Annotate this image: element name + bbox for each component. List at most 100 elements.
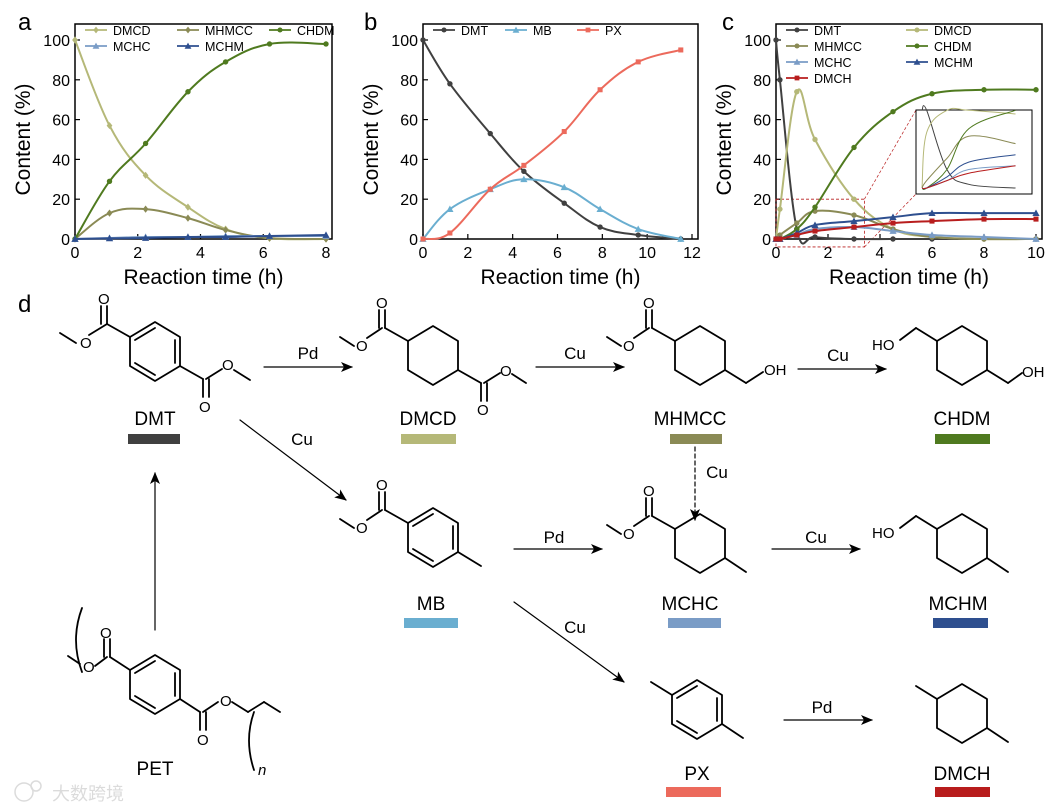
y-tick-label: 80 <box>753 73 771 90</box>
molecule-chdm <box>899 325 1023 386</box>
data-point <box>914 43 920 49</box>
data-point <box>106 209 113 217</box>
atom-oh: OH <box>764 362 787 379</box>
data-point <box>420 236 426 242</box>
legend-label: CHDM <box>297 24 335 38</box>
legend-label: MCHM <box>934 56 973 70</box>
color-bar-mhmcc <box>670 434 722 444</box>
legend-label: DMT <box>461 24 488 38</box>
catalyst-label: Cu <box>564 344 586 363</box>
legend-label: DMT <box>814 24 841 38</box>
data-point <box>890 220 896 226</box>
atom-o: O <box>222 357 234 374</box>
y-tick-label: 100 <box>391 33 418 50</box>
x-tick-label: 4 <box>196 245 205 262</box>
data-point <box>184 42 192 49</box>
data-point <box>487 186 493 192</box>
y-tick-label: 60 <box>52 113 70 130</box>
x-tick-label: 4 <box>508 245 517 262</box>
series-mb <box>419 175 685 242</box>
compound-label-chdm: CHDM <box>934 409 991 430</box>
data-point <box>635 59 641 65</box>
catalyst-label: Pd <box>544 528 565 547</box>
data-point <box>794 220 800 226</box>
data-point <box>812 204 818 210</box>
molecule-dmch <box>915 683 1009 744</box>
data-point <box>914 27 920 33</box>
data-point <box>635 232 641 238</box>
atom-o: O <box>356 520 368 537</box>
x-tick-label: 6 <box>928 245 937 262</box>
compound-label-px: PX <box>684 764 710 785</box>
data-point <box>106 121 113 130</box>
y-tick-label: 0 <box>409 232 418 249</box>
inset-series-line <box>921 135 1016 189</box>
compound-label-mchm: MCHM <box>928 594 987 615</box>
data-point <box>793 58 801 65</box>
panel-label-c: c <box>722 9 734 36</box>
compound-label-dmcd: DMCD <box>400 409 457 430</box>
atom-o: O <box>83 659 95 676</box>
data-point <box>512 26 520 33</box>
data-point <box>322 231 330 238</box>
color-bar-dmcd <box>401 434 456 444</box>
catalyst-label: Pd <box>298 344 319 363</box>
data-point <box>597 224 603 230</box>
atom-o: O <box>376 477 388 494</box>
atom-o: O <box>643 483 655 500</box>
legend-label: DMCD <box>113 24 151 38</box>
legend-label: MCHC <box>113 40 151 54</box>
data-point <box>222 59 229 65</box>
arrow-mb-px <box>513 601 625 683</box>
data-point <box>1033 216 1039 222</box>
color-bar-chdm <box>935 434 990 444</box>
legend-label: MB <box>533 24 552 38</box>
data-point <box>142 171 149 179</box>
data-point <box>447 230 453 236</box>
series-chdm <box>72 41 329 242</box>
inset-series-line <box>921 109 1016 190</box>
color-bar-mchm <box>933 618 988 628</box>
y-tick-label: 60 <box>753 113 771 130</box>
inset-connector <box>864 109 917 200</box>
y-tick-label: 80 <box>400 73 418 90</box>
legend-label: MCHC <box>814 56 852 70</box>
data-point <box>71 235 79 242</box>
inset-series-line <box>921 165 1016 190</box>
data-point <box>441 27 447 33</box>
inset-plot <box>921 105 1016 190</box>
data-point <box>106 178 113 184</box>
x-axis-label: Reaction time (h) <box>124 266 284 289</box>
data-point <box>794 27 800 33</box>
chart-panel-b: 0 2 4 6 8 10 12 0 20 40 60 80 100 Reaction time (h) Co… <box>360 23 701 289</box>
atom-o: O <box>199 399 211 416</box>
data-point <box>447 81 453 87</box>
series-dmch <box>773 216 1039 242</box>
atom-o: O <box>623 338 635 355</box>
data-point <box>777 77 783 83</box>
compound-label-dmt: DMT <box>134 409 176 430</box>
atom-o: O <box>98 291 110 308</box>
y-tick-label: 100 <box>43 33 70 50</box>
legend: DMCD MHMCC CHDM MCHC MCHM <box>85 24 335 54</box>
legend-label: CHDM <box>934 40 972 54</box>
x-tick-label: 8 <box>980 245 989 262</box>
pet-repeat-index: n <box>258 762 266 779</box>
data-point <box>446 205 454 213</box>
x-tick-label: 6 <box>259 245 268 262</box>
x-tick-label: 2 <box>824 245 833 262</box>
series-mchm <box>71 231 330 242</box>
data-point <box>596 205 604 213</box>
data-point <box>184 233 192 240</box>
data-point <box>850 217 858 224</box>
compound-label-dmch: DMCH <box>934 764 991 785</box>
reaction-scheme: O O O O O O O O O O <box>59 291 1045 779</box>
data-point <box>812 234 818 240</box>
molecule-mchc <box>606 497 747 574</box>
data-point <box>794 43 800 49</box>
series-dmt <box>420 37 684 242</box>
x-tick-label: 8 <box>322 245 331 262</box>
x-axis-label: Reaction time (h) <box>829 266 989 289</box>
color-bar-mchc <box>668 618 721 628</box>
